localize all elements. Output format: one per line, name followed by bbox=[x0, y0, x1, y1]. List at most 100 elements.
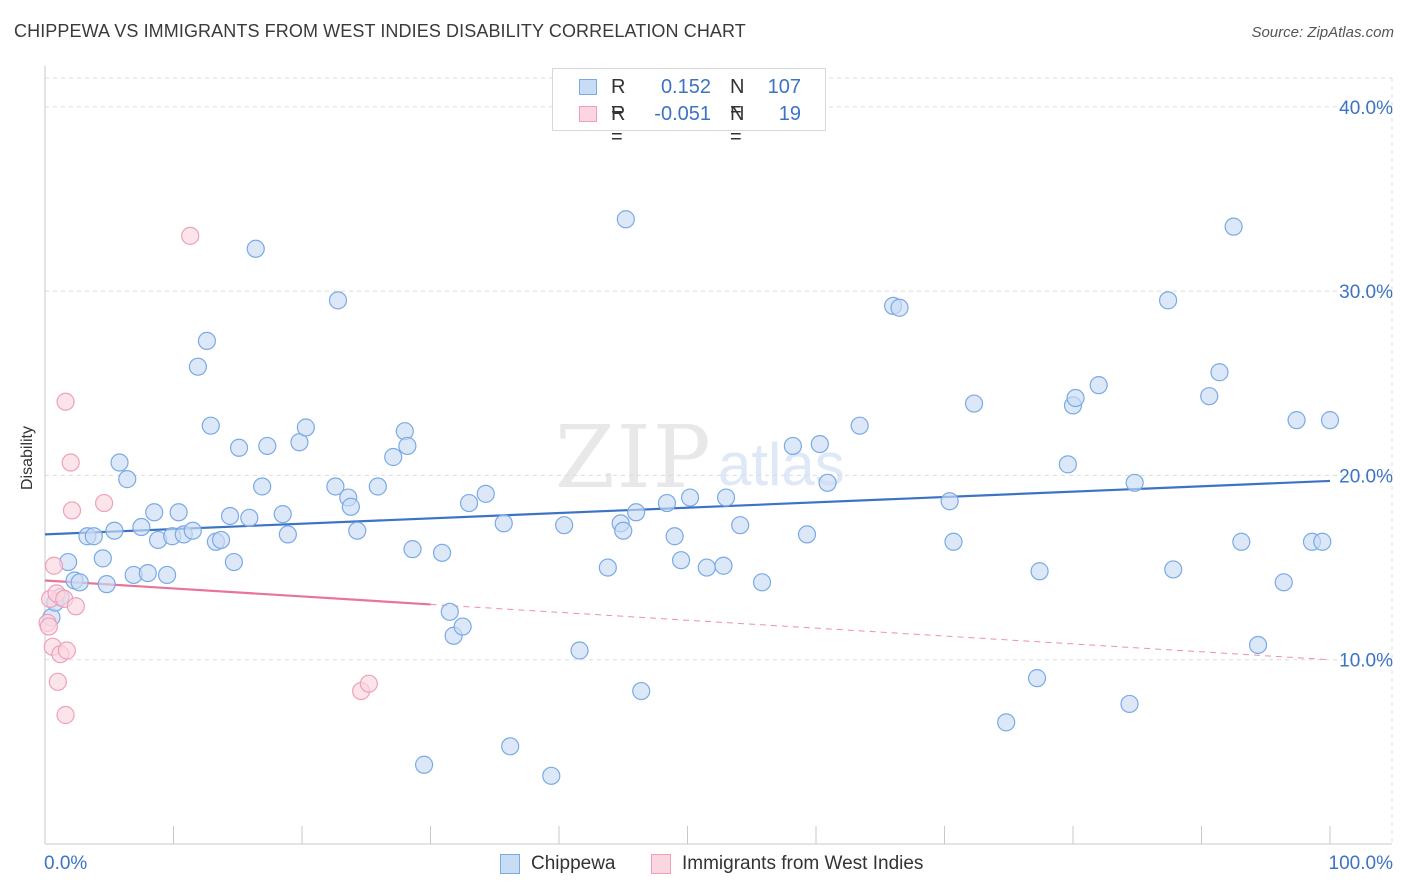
data-point-chippewa bbox=[494, 514, 513, 533]
data-point-chippewa bbox=[211, 530, 231, 550]
data-point-chippewa bbox=[731, 516, 750, 535]
legend-swatch-chippewa bbox=[500, 854, 520, 874]
data-point-chippewa bbox=[890, 298, 909, 317]
data-point-chippewa bbox=[246, 239, 265, 258]
n-label: N = bbox=[730, 103, 745, 148]
data-point-chippewa bbox=[1274, 573, 1293, 592]
data-point-chippewa bbox=[1287, 411, 1306, 430]
data-point-chippewa bbox=[665, 527, 684, 546]
data-point-chippewa bbox=[680, 488, 700, 507]
data-point-chippewa bbox=[671, 551, 691, 570]
data-point-chippewa bbox=[626, 503, 646, 522]
data-point-chippewa bbox=[368, 477, 387, 496]
data-point-chippewa bbox=[614, 521, 633, 540]
grid-lines bbox=[45, 77, 1393, 844]
data-point-chippewa bbox=[752, 573, 772, 592]
source-label: Source: ZipAtlas.com bbox=[1251, 24, 1394, 41]
data-point-chippewa bbox=[476, 484, 495, 503]
data-point-chippewa bbox=[440, 602, 459, 621]
r-value: -0.051 bbox=[654, 103, 711, 125]
data-point-chippewa bbox=[278, 525, 297, 544]
series-legend: Chippewa Immigrants from West Indies bbox=[0, 852, 1406, 878]
data-point-west-indies bbox=[61, 453, 80, 472]
trend-lines bbox=[44, 479, 1331, 661]
data-point-west-indies bbox=[57, 641, 76, 660]
data-point-chippewa bbox=[964, 394, 984, 413]
data-point-chippewa bbox=[1089, 376, 1108, 395]
axes bbox=[44, 66, 1392, 845]
data-points bbox=[38, 210, 1340, 785]
data-point-chippewa bbox=[570, 641, 589, 660]
data-point-chippewa bbox=[850, 416, 869, 435]
r-label: R = bbox=[611, 103, 626, 148]
data-point-chippewa bbox=[783, 436, 802, 456]
data-point-chippewa bbox=[1248, 635, 1268, 655]
data-point-chippewa bbox=[616, 210, 635, 229]
data-point-chippewa bbox=[818, 473, 837, 492]
data-point-chippewa bbox=[657, 493, 677, 513]
legend-label-west-indies: Immigrants from West Indies bbox=[682, 853, 924, 874]
data-point-chippewa bbox=[348, 521, 367, 540]
data-point-west-indies bbox=[62, 501, 82, 520]
data-point-chippewa bbox=[714, 556, 733, 575]
data-point-chippewa bbox=[944, 532, 963, 551]
legend-swatch-west-indies bbox=[651, 854, 671, 874]
data-point-chippewa bbox=[188, 357, 208, 376]
data-point-chippewa bbox=[1200, 387, 1219, 406]
data-point-chippewa bbox=[1164, 560, 1183, 579]
data-point-chippewa bbox=[97, 575, 116, 594]
chart-title: CHIPPEWA VS IMMIGRANTS FROM WEST INDIES … bbox=[14, 21, 746, 41]
data-point-chippewa bbox=[501, 737, 520, 756]
data-point-chippewa bbox=[70, 573, 89, 592]
data-point-chippewa bbox=[395, 422, 414, 441]
trend-line-chippewa bbox=[44, 479, 1331, 536]
data-point-chippewa bbox=[145, 503, 164, 522]
data-point-west-indies bbox=[66, 597, 85, 616]
data-point-chippewa bbox=[296, 418, 315, 437]
data-point-chippewa bbox=[1210, 363, 1229, 382]
data-point-chippewa bbox=[555, 516, 574, 535]
x-tick-label: 100.0% bbox=[1329, 853, 1394, 874]
data-point-chippewa bbox=[414, 755, 434, 774]
data-point-west-indies bbox=[56, 392, 75, 411]
data-point-west-indies bbox=[95, 493, 114, 513]
data-point-chippewa bbox=[453, 617, 472, 636]
data-point-chippewa bbox=[1125, 473, 1144, 492]
x-tick-label: 0.0% bbox=[44, 853, 87, 874]
data-point-chippewa bbox=[632, 681, 651, 701]
data-point-west-indies bbox=[359, 674, 378, 693]
data-point-chippewa bbox=[224, 552, 243, 572]
data-point-chippewa bbox=[384, 447, 403, 467]
data-point-chippewa bbox=[1232, 532, 1251, 551]
data-point-chippewa bbox=[1066, 388, 1085, 408]
data-point-chippewa bbox=[258, 436, 277, 456]
data-point-chippewa bbox=[84, 527, 103, 546]
data-point-chippewa bbox=[229, 438, 249, 457]
legend-label-chippewa: Chippewa bbox=[531, 853, 616, 874]
n-value: 107 bbox=[767, 76, 801, 98]
data-point-west-indies bbox=[48, 672, 67, 691]
data-point-chippewa bbox=[797, 525, 817, 544]
data-point-chippewa bbox=[1030, 562, 1049, 581]
data-point-west-indies bbox=[39, 617, 58, 636]
data-point-chippewa bbox=[1313, 532, 1332, 551]
data-point-chippewa bbox=[1120, 694, 1139, 714]
data-point-chippewa bbox=[169, 503, 188, 522]
data-point-chippewa bbox=[183, 521, 202, 540]
tick-labels: 10.0% 20.0% 30.0% 40.0% 0.0% 100.0% bbox=[44, 98, 1393, 874]
data-point-chippewa bbox=[138, 563, 157, 583]
legend-swatch-chippewa bbox=[579, 79, 597, 95]
data-point-chippewa bbox=[398, 436, 417, 456]
legend-swatch-west-indies bbox=[579, 106, 597, 122]
data-point-chippewa bbox=[201, 416, 220, 435]
data-point-chippewa bbox=[459, 493, 479, 513]
n-value: 19 bbox=[778, 103, 801, 125]
data-point-chippewa bbox=[157, 565, 177, 585]
data-point-chippewa bbox=[273, 505, 292, 524]
y-tick-label: 40.0% bbox=[1339, 98, 1393, 119]
data-point-chippewa bbox=[697, 558, 716, 577]
data-point-chippewa bbox=[197, 331, 217, 350]
data-point-chippewa bbox=[810, 435, 829, 454]
trend-extension-west-indies bbox=[430, 603, 1331, 661]
